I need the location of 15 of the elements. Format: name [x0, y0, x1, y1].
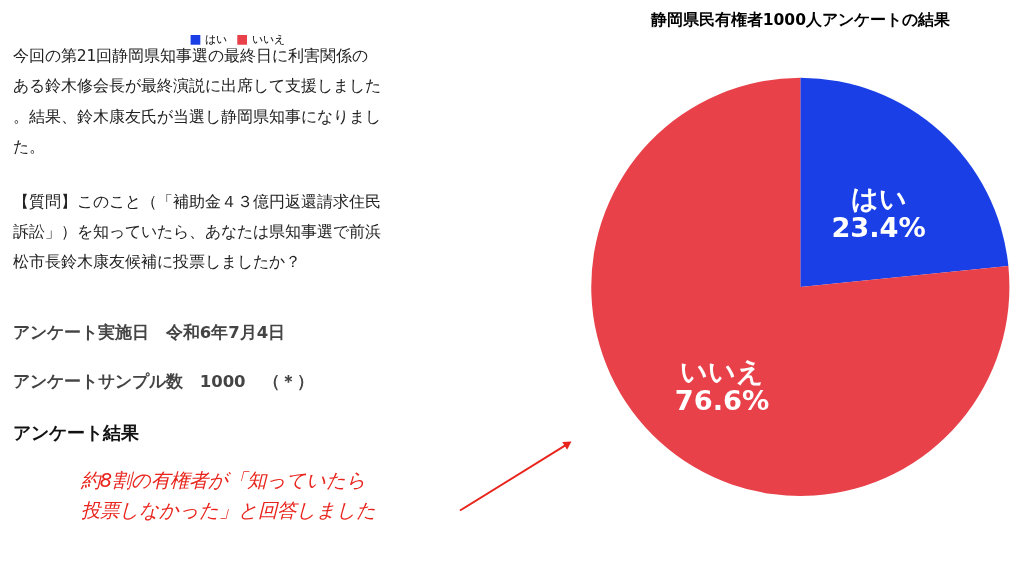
pie-slice	[591, 77, 1010, 496]
slice-label: いいえ	[680, 356, 765, 388]
text: 【質問】このこと（「補助金４３億円返還請求住民訴訟」）を知っていたら、あなたは県知事選で前浜松市長鈴木康友候補に投票しましたか？	[12, 193, 381, 272]
data-label: 23.4%	[831, 212, 926, 244]
chart-title: 静岡県民有権者1000人アンケートの結果	[649, 11, 951, 30]
slice-label: はい	[850, 183, 907, 215]
pie-slice	[800, 77, 1009, 287]
text: アンケート結果	[12, 421, 140, 443]
text: アンケートサンプル数 1000 （＊）	[12, 372, 314, 392]
legend-label: はい	[205, 32, 228, 46]
text: 今回の第21回静岡県知事選の最終日に利害関係のある鈴木修会長が最終演説に出席して支援しました。結果、鈴木康友氏が当選し静岡県知事になりました。	[12, 47, 381, 156]
text: アンケート実施日 令和6年7月4日	[12, 323, 286, 343]
legend-label: いいえ	[251, 32, 285, 46]
text: 約8割の有権者が「知っていたら投票しなかった」と回答しました	[79, 469, 376, 523]
data-label: 76.6%	[674, 385, 770, 417]
